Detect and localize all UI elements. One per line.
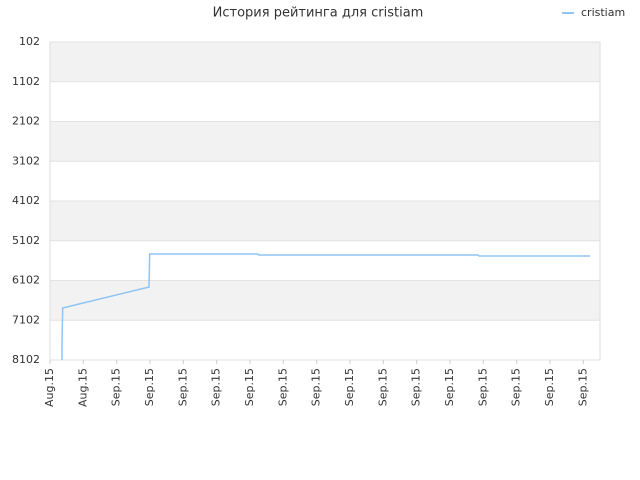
y-tick-label: 102: [19, 35, 40, 48]
x-tick-label: Aug.15: [43, 368, 56, 407]
y-tick-label: 3102: [12, 154, 40, 167]
x-tick-label: Sep.15: [210, 368, 223, 406]
y-tick-label: 1102: [12, 75, 40, 88]
grid-band: [50, 201, 600, 241]
x-tick-label: Sep.15: [310, 368, 323, 406]
chart-title: История рейтинга для cristiam: [213, 6, 424, 21]
x-tick-label: Aug.15: [76, 368, 89, 407]
x-tick-label: Sep.15: [410, 368, 423, 406]
x-tick-label: Sep.15: [110, 368, 123, 406]
y-tick-label: 8102: [12, 353, 40, 366]
x-tick-label: Sep.15: [176, 368, 189, 406]
x-tick-label: Sep.15: [510, 368, 523, 406]
y-tick-label: 7102: [12, 313, 40, 326]
line: [61, 253, 590, 360]
y-tick-label: 6102: [12, 274, 40, 287]
y-tick-label: 2102: [12, 115, 40, 128]
y-tick-label: 4102: [12, 194, 40, 207]
x-tick-label: Sep.15: [576, 368, 589, 406]
x-tick-label: Sep.15: [143, 368, 156, 406]
grid-band: [50, 42, 600, 82]
x-tick-label: Sep.15: [443, 368, 456, 406]
grid-band: [50, 280, 600, 321]
x-tick-label: Sep.15: [543, 368, 556, 406]
x-tick-label: Sep.15: [243, 368, 256, 406]
legend-label: cristiam: [581, 6, 625, 19]
y-tick-label: 5102: [12, 234, 40, 247]
grid-band: [50, 121, 600, 162]
x-tick-label: Sep.15: [476, 368, 489, 406]
x-tick-label: Sep.15: [376, 368, 389, 406]
x-tick-label: Sep.15: [343, 368, 356, 406]
x-tick-label: Sep.15: [276, 368, 289, 406]
